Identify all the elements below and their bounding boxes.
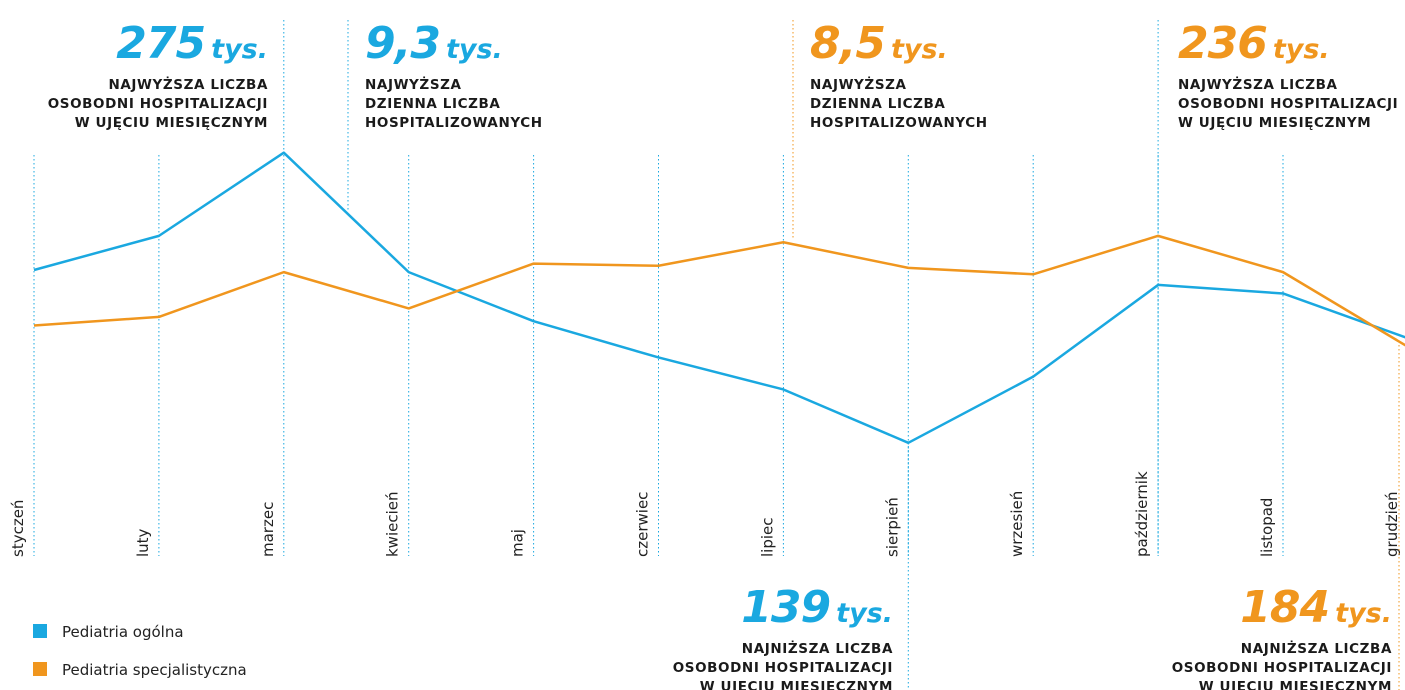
annotation-number: 184 [1240,582,1329,633]
annotation-unit: tys. [1335,598,1392,629]
x-tick-label: styczeń [9,500,27,557]
x-tick-label: kwiecień [384,491,402,557]
annotation-unit: tys. [211,34,268,65]
x-tick-label: grudzień [1383,492,1401,558]
legend-swatch [33,624,47,638]
annotation-number: 9,3 [365,18,440,69]
annotation-text: OSOBODNI HOSPITALIZACJI [48,96,268,112]
annotation-value: 8,5 tys. [810,18,948,69]
annotation-number: 139 [741,582,830,633]
annotation-number: 275 [116,18,205,69]
annotation-text: OSOBODNI HOSPITALIZACJI [673,660,893,676]
annotation-text: HOSPITALIZOWANYCH [810,115,988,131]
x-tick-label: luty [134,528,152,557]
x-tick-label: listopad [1258,498,1276,557]
annotation-value: 139 tys. [741,582,893,633]
annotation-text: DZIENNA LICZBA [810,96,945,112]
series-line [33,151,1405,445]
annotation-text: W UJECIU MIESIECZNYM [700,679,893,690]
annotation-text: W UJĘCIU MIESIĘCZNYM [75,115,268,131]
annotation-text: W UJĘCIU MIESIĘCZNYM [1178,115,1371,131]
annotation-text: W UJECIU MIESIECZNYM [1199,679,1392,690]
annotation-text: NAJNIŻSZA LICZBA [742,640,893,657]
annotation-value: 184 tys. [1240,582,1392,633]
annotation-text: HOSPITALIZOWANYCH [365,115,543,131]
x-tick-label: wrzesień [1008,491,1026,557]
x-tick-label: lipiec [758,518,776,558]
annotation-text: DZIENNA LICZBA [365,96,500,112]
annotation-text: NAJWYŻSZA LICZBA [1178,76,1338,93]
annotation-text: NAJWYŻSZA [365,76,462,93]
x-tick-label: maj [509,529,527,557]
annotation-text: NAJWYŻSZA [810,76,907,93]
annotation-value: 275 tys. [116,18,268,69]
x-tick-label: sierpień [883,497,901,557]
x-tick-label: październik [1133,471,1151,557]
series-line [33,234,1405,347]
legend-label: Pediatria ogólna [62,623,184,641]
annotation-unit: tys. [836,598,893,629]
annotation-text: NAJNIŻSZA LICZBA [1241,640,1392,657]
legend-label: Pediatria specjalistyczna [62,661,247,679]
annotation-value: 236 tys. [1178,18,1330,69]
annotation-text: OSOBODNI HOSPITALIZACJI [1178,96,1398,112]
annotation-number: 236 [1178,18,1267,69]
annotation-value: 9,3 tys. [365,18,503,69]
x-tick-label: marzec [259,502,277,557]
annotation-number: 8,5 [810,18,885,69]
annotation-unit: tys. [446,34,503,65]
annotation-text: NAJWYŻSZA LICZBA [108,76,268,93]
annotation-unit: tys. [891,34,948,65]
x-tick-label: czerwiec [634,492,652,557]
annotation-text: OSOBODNI HOSPITALIZACJI [1172,660,1392,676]
annotation-unit: tys. [1273,34,1330,65]
legend-swatch [33,662,47,676]
